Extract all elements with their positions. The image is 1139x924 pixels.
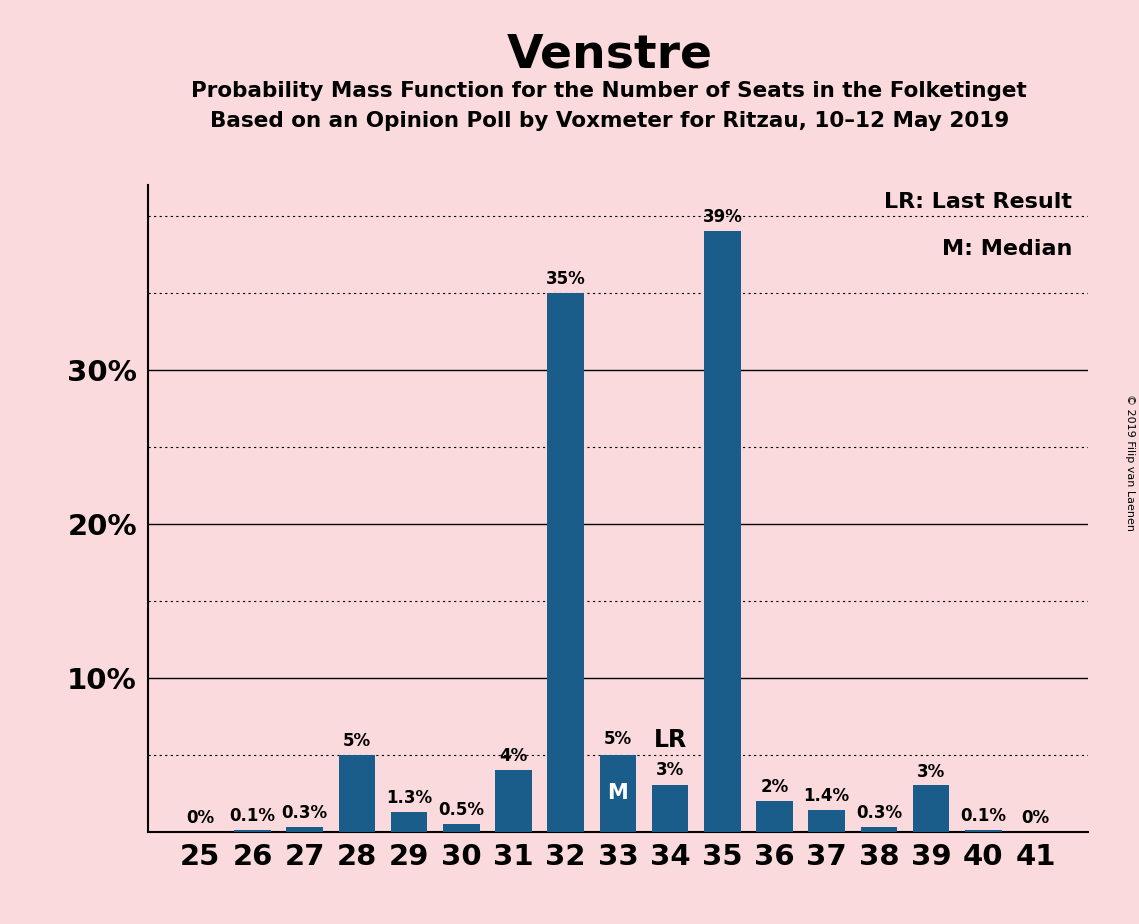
Text: 3%: 3% [656, 761, 685, 779]
Text: 5%: 5% [343, 732, 371, 750]
Bar [704, 231, 740, 832]
Bar [599, 755, 637, 832]
Text: 1.3%: 1.3% [386, 789, 432, 807]
Bar [286, 827, 323, 832]
Text: LR: Last Result: LR: Last Result [884, 192, 1072, 213]
Text: © 2019 Filip van Laenen: © 2019 Filip van Laenen [1125, 394, 1134, 530]
Bar [548, 293, 584, 832]
Bar [912, 785, 950, 832]
Text: 0.3%: 0.3% [855, 805, 902, 822]
Text: 0.1%: 0.1% [960, 808, 1007, 825]
Bar [495, 770, 532, 832]
Text: 0.5%: 0.5% [439, 801, 484, 820]
Text: 2%: 2% [761, 778, 788, 796]
Text: 35%: 35% [546, 270, 585, 288]
Text: LR: LR [654, 727, 687, 751]
Text: Based on an Opinion Poll by Voxmeter for Ritzau, 10–12 May 2019: Based on an Opinion Poll by Voxmeter for… [210, 111, 1009, 131]
Text: M: Median: M: Median [942, 238, 1072, 259]
Text: 3%: 3% [917, 763, 945, 781]
Bar [443, 824, 480, 832]
Text: 5%: 5% [604, 731, 632, 748]
Bar [756, 801, 793, 832]
Bar [391, 811, 427, 832]
Text: 0.3%: 0.3% [281, 805, 328, 822]
Text: Probability Mass Function for the Number of Seats in the Folketinget: Probability Mass Function for the Number… [191, 81, 1027, 102]
Text: Venstre: Venstre [507, 32, 712, 78]
Text: 1.4%: 1.4% [804, 787, 850, 806]
Bar [965, 830, 1001, 832]
Bar [652, 785, 688, 832]
Bar [235, 830, 271, 832]
Bar [338, 755, 375, 832]
Bar [861, 827, 898, 832]
Text: M: M [607, 784, 629, 803]
Text: 0.1%: 0.1% [229, 808, 276, 825]
Text: 39%: 39% [703, 209, 743, 226]
Text: 0%: 0% [186, 809, 214, 827]
Text: 0%: 0% [1022, 809, 1050, 827]
Bar [809, 810, 845, 832]
Text: 4%: 4% [499, 748, 527, 765]
